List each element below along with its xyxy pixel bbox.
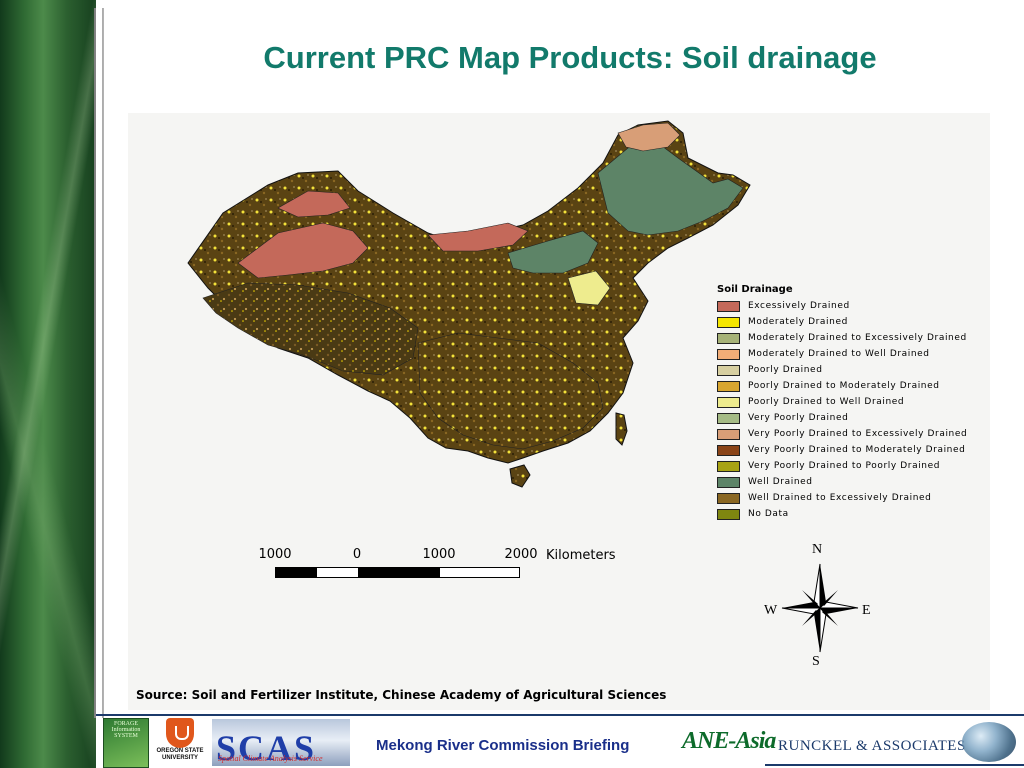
scale-tick: 1000 — [422, 547, 456, 562]
osu-badge-icon — [166, 718, 194, 748]
legend-swatch — [717, 364, 740, 376]
fis-logo-text: FORAGE Information SYSTEM — [111, 721, 141, 739]
legend-item: Moderately Drained — [717, 314, 967, 330]
legend-swatch — [717, 428, 740, 440]
forage-information-system-logo: FORAGE Information SYSTEM — [103, 718, 149, 768]
legend-item: No Data — [717, 506, 967, 522]
footer-briefing-title: Mekong River Commission Briefing — [376, 737, 630, 754]
legend-swatch — [717, 396, 740, 408]
legend-label: Well Drained to Excessively Drained — [748, 493, 932, 503]
map-region-dzungaria — [277, 190, 351, 218]
legend-label: Poorly Drained to Moderately Drained — [748, 381, 940, 391]
map-region-taiwan — [615, 412, 628, 446]
legend-item: Poorly Drained to Well Drained — [717, 394, 967, 410]
legend-item: Very Poorly Drained to Moderately Draine… — [717, 442, 967, 458]
scale-segment — [358, 568, 440, 577]
oregon-state-university-logo: OREGON STATE UNIVERSITY — [153, 718, 207, 766]
map-region-hainan — [509, 464, 531, 488]
legend-label: Very Poorly Drained — [748, 413, 849, 423]
legend-label: Poorly Drained to Well Drained — [748, 397, 905, 407]
map-region-north-plain — [507, 230, 599, 274]
legend-label: Moderately Drained — [748, 317, 848, 327]
legend-swatch — [717, 492, 740, 504]
scale-unit: Kilometers — [546, 548, 616, 563]
scas-logo-subtext: Spatial Climate Analysis Service — [218, 754, 323, 763]
scas-logo-text: SCAS — [216, 728, 317, 766]
legend-swatch — [717, 380, 740, 392]
globe-icon — [962, 722, 1016, 762]
legend: Soil Drainage Excessively Drained Moderat… — [717, 284, 967, 522]
scale-tick: 2000 — [504, 547, 538, 562]
legend-swatch — [717, 476, 740, 488]
map-panel: Soil Drainage Excessively Drained Moderat… — [128, 113, 990, 710]
legend-swatch — [717, 460, 740, 472]
legend-swatch — [717, 412, 740, 424]
footer-divider — [765, 764, 1024, 766]
slide-title: Current PRC Map Products: Soil drainage — [263, 40, 877, 75]
footer-divider — [96, 714, 1024, 716]
scale-tick: 1000 — [258, 547, 292, 562]
map-region-tarim — [237, 222, 369, 279]
ane-asia-logo: ANE-Asia — [682, 728, 776, 754]
legend-item: Well Drained to Excessively Drained — [717, 490, 967, 506]
map-region-northeast-salmon — [617, 122, 681, 152]
legend-items: Excessively Drained Moderately Drained Mod… — [717, 298, 967, 522]
map-region-northeast — [597, 142, 744, 236]
compass-west: W — [764, 603, 778, 618]
legend-item: Very Poorly Drained to Excessively Drain… — [717, 426, 967, 442]
legend-swatch — [717, 444, 740, 456]
legend-label: Moderately Drained to Excessively Draine… — [748, 333, 967, 343]
legend-label: Excessively Drained — [748, 301, 850, 311]
source-citation: Source: Soil and Fertilizer Institute, C… — [136, 688, 667, 702]
legend-item: Well Drained — [717, 474, 967, 490]
legend-label: Poorly Drained — [748, 365, 823, 375]
scale-segment — [317, 568, 358, 577]
scale-bar-graphic — [275, 567, 520, 578]
china-soil-map — [187, 120, 751, 488]
legend-label: Well Drained — [748, 477, 813, 487]
compass-east: E — [862, 603, 871, 618]
legend-title: Soil Drainage — [717, 284, 793, 295]
legend-label: Very Poorly Drained to Moderately Draine… — [748, 445, 966, 455]
osu-logo-text: OREGON STATE UNIVERSITY — [156, 748, 204, 761]
legend-swatch — [717, 316, 740, 328]
legend-item: Poorly Drained to Moderately Drained — [717, 378, 967, 394]
grass-background — [0, 0, 96, 768]
runckel-associates-logo: RUNCKEL & ASSOCIATES — [778, 738, 966, 754]
legend-item: Moderately Drained to Well Drained — [717, 346, 967, 362]
legend-item: Poorly Drained — [717, 362, 967, 378]
legend-item: Very Poorly Drained to Poorly Drained — [717, 458, 967, 474]
legend-swatch — [717, 300, 740, 312]
legend-swatch — [717, 508, 740, 520]
map-region-mongolia — [427, 222, 529, 252]
map-region-south — [417, 332, 604, 450]
compass-north: N — [812, 542, 823, 557]
scale-bar: 1000 0 1000 2000 Kilometers — [258, 547, 638, 587]
scale-segment — [440, 568, 519, 577]
legend-item: Moderately Drained to Excessively Draine… — [717, 330, 967, 346]
legend-label: Very Poorly Drained to Poorly Drained — [748, 461, 941, 471]
north-arrow: N S E W — [758, 540, 882, 676]
legend-item: Excessively Drained — [717, 298, 967, 314]
scale-segment — [276, 568, 317, 577]
legend-label: No Data — [748, 509, 789, 519]
compass-south: S — [812, 654, 820, 669]
scale-tick: 0 — [352, 547, 362, 562]
map-region-loess — [567, 270, 611, 306]
scas-logo: SCAS Spatial Climate Analysis Service — [212, 719, 350, 766]
legend-label: Very Poorly Drained to Excessively Drain… — [748, 429, 968, 439]
compass-rose-icon — [781, 563, 859, 653]
legend-swatch — [717, 332, 740, 344]
legend-item: Very Poorly Drained — [717, 410, 967, 426]
legend-label: Moderately Drained to Well Drained — [748, 349, 930, 359]
divider — [96, 0, 102, 768]
map-region-tibet — [202, 282, 419, 376]
legend-swatch — [717, 348, 740, 360]
